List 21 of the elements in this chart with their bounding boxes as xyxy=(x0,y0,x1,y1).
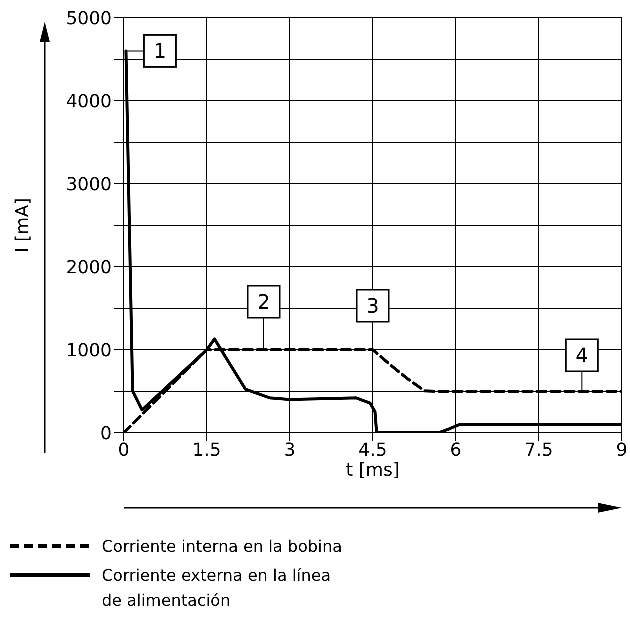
y-tick-label: 0 xyxy=(100,423,112,444)
annotation: 1 xyxy=(154,39,167,64)
y-tick-label: 1000 xyxy=(66,340,112,362)
y-tick-label: 4000 xyxy=(66,91,112,112)
x-tick-label: 0 xyxy=(118,440,130,461)
x-tick-label: 7.5 xyxy=(524,440,554,461)
y-tick-label: 5000 xyxy=(66,8,112,30)
y-axis-title: I [mA] xyxy=(12,198,34,253)
x-tick-label: 3 xyxy=(284,440,296,461)
legend-label: Corriente interna en la bobina xyxy=(102,536,344,558)
y-tick-label: 2000 xyxy=(66,257,112,278)
annotation: 2 xyxy=(258,290,270,314)
annotation: 4 xyxy=(576,344,589,368)
x-tick-label: 4.5 xyxy=(358,440,388,461)
annotation: 3 xyxy=(366,294,380,318)
x-tick-label: 9 xyxy=(616,440,628,461)
x-tick-label: 6 xyxy=(450,440,462,461)
x-tick-label: 1.5 xyxy=(192,440,222,461)
legend-label: Corriente externa en la línea de alimentación xyxy=(102,565,332,612)
x-axis-title: t [ms] xyxy=(346,460,400,481)
y-tick-label: 3000 xyxy=(66,174,112,196)
